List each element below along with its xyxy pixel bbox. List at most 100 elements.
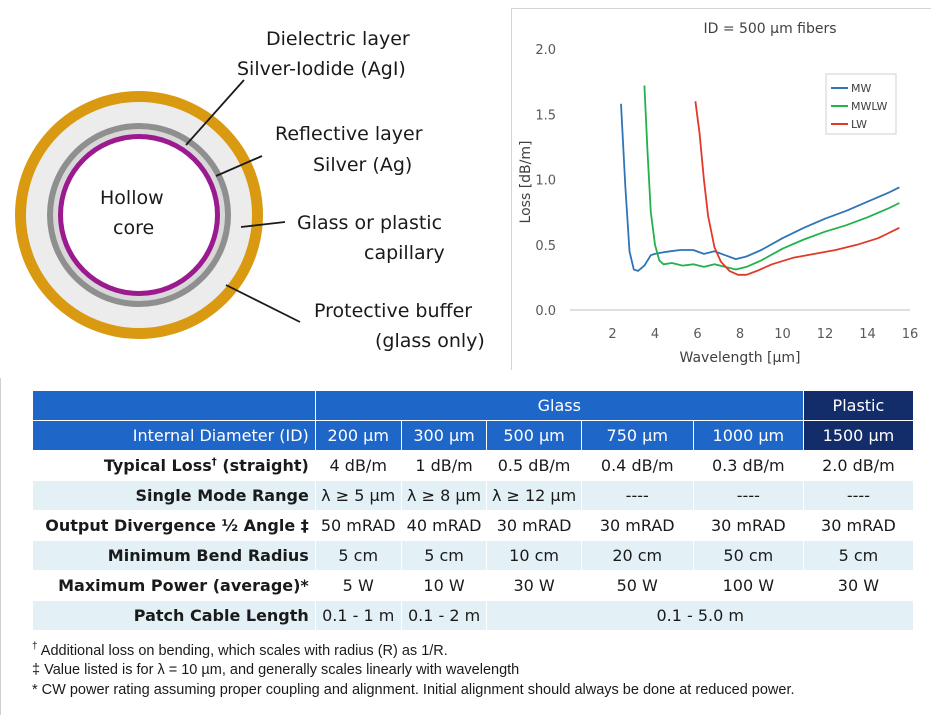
table-row: Patch Cable Length 0.1 - 1 m 0.1 - 2 m 0… <box>32 600 914 631</box>
x-tick-label: 6 <box>693 327 701 342</box>
footnote-asterisk: * CW power rating assuming proper coupli… <box>32 681 795 698</box>
dielectric-label-2: Silver-Iodide (AgI) <box>237 58 406 80</box>
group-glass-header: Glass <box>314 390 804 421</box>
table-row: Output Divergence ½ Angle ‡ 50 mRAD 40 m… <box>32 510 915 541</box>
chart-axes: 2 4 6 8 10 12 14 16 0.0 0.5 1.0 1.5 2.0 <box>535 43 918 342</box>
capillary-label-2: capillary <box>364 242 445 264</box>
table-cell: 0.3 dB/m <box>692 450 804 481</box>
table-cell: 50 W <box>580 570 694 601</box>
table-cell: 0.1 - 1 m <box>314 600 402 631</box>
table-cell: 10 W <box>400 570 488 601</box>
table-cell: 5 cm <box>400 540 488 571</box>
row-label: Typical Loss† (straight) <box>32 450 316 481</box>
table-cell: 50 cm <box>692 540 804 571</box>
table-cell: ---- <box>580 480 694 511</box>
table-cell: 40 mRAD <box>400 510 488 541</box>
x-tick-label: 16 <box>902 327 919 342</box>
table-cell: 2.0 dB/m <box>802 450 915 481</box>
legend-label: MW <box>851 82 871 95</box>
hollow-core <box>63 139 215 291</box>
series-line-mw <box>620 103 900 272</box>
table-cell: λ ≥ 5 µm <box>314 480 402 511</box>
row-label: Output Divergence ½ Angle ‡ <box>32 510 316 541</box>
footnotes: † Additional loss on bending, which scal… <box>32 637 795 700</box>
table-cell: λ ≥ 8 µm <box>400 480 488 511</box>
dagger-mark: † <box>211 456 217 468</box>
table-cell: 30 W <box>486 570 582 601</box>
column-header: 500 µm <box>486 420 582 451</box>
y-tick-label: 0.0 <box>535 304 556 319</box>
chart-frame <box>511 8 931 370</box>
table-row: Typical Loss† (straight) 4 dB/m 1 dB/m 0… <box>32 450 915 481</box>
table-cell: 100 W <box>692 570 804 601</box>
table-cell: 1 dB/m <box>400 450 488 481</box>
footnote-dagger: † Additional loss on bending, which scal… <box>32 641 448 659</box>
table-cell: 30 mRAD <box>580 510 694 541</box>
table-cell: ---- <box>802 480 915 511</box>
group-spacer-cell <box>32 390 316 421</box>
table-row: Minimum Bend Radius 5 cm 5 cm 10 cm 20 c… <box>32 540 915 571</box>
buffer-label-1: Protective buffer <box>314 300 473 322</box>
legend-label: LW <box>851 118 867 131</box>
row-label: Minimum Bend Radius <box>32 540 316 571</box>
chart-series <box>620 85 900 276</box>
y-tick-label: 0.5 <box>535 239 556 254</box>
x-tick-label: 8 <box>736 327 744 342</box>
fiber-cross-section-svg <box>15 79 301 339</box>
x-tick-label: 2 <box>608 327 616 342</box>
capillary-label-1: Glass or plastic <box>297 212 443 234</box>
table-cell: 10 cm <box>486 540 582 571</box>
table-cell: 50 mRAD <box>314 510 402 541</box>
table-cell: λ ≥ 12 µm <box>486 480 582 511</box>
table-cell: 20 cm <box>580 540 694 571</box>
reflective-leader-line <box>215 155 263 177</box>
spec-table: Glass Plastic Internal Diameter (ID) 200… <box>32 390 915 631</box>
row-label: Maximum Power (average)* <box>32 570 316 601</box>
group-plastic-header: Plastic <box>802 390 915 421</box>
core-label-1: Hollow <box>100 187 164 209</box>
row-label: Single Mode Range <box>32 480 316 511</box>
table-cell: 5 cm <box>802 540 915 571</box>
table-cell: 5 W <box>314 570 402 601</box>
buffer-leader-line <box>225 284 301 323</box>
left-divider <box>0 378 1 715</box>
table-cell: 0.1 - 5.0 m <box>486 600 914 631</box>
core-label-2: core <box>113 217 155 239</box>
table-group-row: Glass Plastic <box>32 390 915 421</box>
table-row: Single Mode Range λ ≥ 5 µm λ ≥ 8 µm λ ≥ … <box>32 480 915 511</box>
column-header: 300 µm <box>400 420 488 451</box>
column-header: 1000 µm <box>692 420 804 451</box>
reflective-label-1: Reflective layer <box>275 123 423 145</box>
table-cell: 0.1 - 2 m <box>400 600 488 631</box>
table-cell: ---- <box>692 480 804 511</box>
table-row: Maximum Power (average)* 5 W 10 W 30 W 5… <box>32 570 915 601</box>
x-tick-label: 4 <box>651 327 659 342</box>
chart-legend: MW MWLW LW <box>825 73 897 135</box>
y-tick-label: 1.5 <box>535 108 556 123</box>
x-tick-label: 12 <box>817 327 834 342</box>
dielectric-leader-line <box>185 79 245 146</box>
footnote-double-dagger: ‡ Value listed is for λ = 10 µm, and gen… <box>32 662 520 679</box>
buffer-label-2: (glass only) <box>375 330 485 352</box>
capillary-leader-line <box>240 221 286 228</box>
x-tick-label: 14 <box>859 327 876 342</box>
column-header: 750 µm <box>580 420 694 451</box>
row-label: Patch Cable Length <box>32 600 316 631</box>
column-header: 200 µm <box>314 420 402 451</box>
table-cell: 30 mRAD <box>692 510 804 541</box>
table-cell: 30 W <box>802 570 915 601</box>
loss-chart: 2 4 6 8 10 12 14 16 0.0 0.5 1.0 1.5 2.0 MW MWLW LW ID … <box>518 21 918 366</box>
y-tick-label: 1.0 <box>535 174 556 189</box>
y-tick-label: 2.0 <box>535 43 556 58</box>
table-cell: 30 mRAD <box>486 510 582 541</box>
column-header: 1500 µm <box>802 420 915 451</box>
table-cell: 5 cm <box>314 540 402 571</box>
fiber-cross-section-diagram: Dielectric layer Silver-Iodide (AgI) Ref… <box>0 0 500 370</box>
series-line-mwlw <box>643 85 900 271</box>
chart-title: ID = 500 µm fibers <box>703 21 836 37</box>
reflective-label-2: Silver (Ag) <box>313 154 413 176</box>
table-cell: 30 mRAD <box>802 510 915 541</box>
dielectric-label-1: Dielectric layer <box>266 28 410 50</box>
table-cell: 4 dB/m <box>314 450 402 481</box>
series-line-lw <box>694 101 900 276</box>
